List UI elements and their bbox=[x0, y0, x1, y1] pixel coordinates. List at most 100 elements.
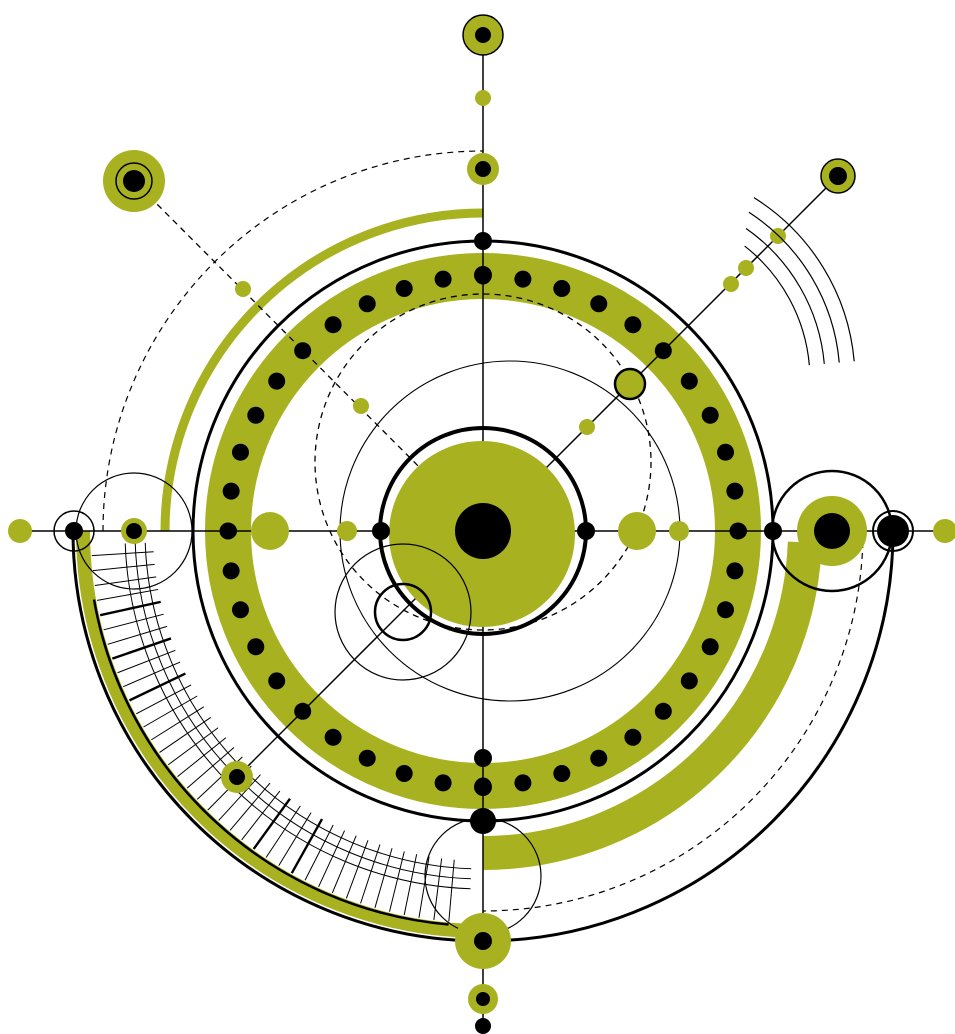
ring-dot bbox=[231, 601, 249, 619]
upper-right-ring bbox=[820, 158, 856, 194]
ring-dot bbox=[231, 443, 249, 461]
ring-dot bbox=[553, 279, 571, 297]
hatch-stroke bbox=[241, 790, 281, 841]
diagonal-bead-2 bbox=[738, 260, 754, 276]
ring-dot bbox=[701, 638, 719, 656]
hatch-stroke bbox=[99, 600, 161, 617]
top-black-dot bbox=[475, 27, 491, 43]
band-top-node bbox=[474, 266, 492, 284]
lower-left-green-band bbox=[76, 530, 484, 938]
hatch-stroke bbox=[218, 774, 261, 821]
medium-left-circle bbox=[334, 543, 472, 681]
hub-right-node bbox=[577, 522, 595, 540]
radiating-arc-1 bbox=[744, 245, 810, 366]
hatch-stroke bbox=[151, 706, 205, 741]
hatch-stroke bbox=[97, 588, 159, 601]
bottom-end-dot bbox=[475, 1018, 491, 1034]
ring-dot bbox=[247, 406, 265, 424]
radiating-arc-2 bbox=[745, 227, 825, 364]
right-end-ring bbox=[872, 510, 914, 552]
axis-right-green-dot bbox=[933, 519, 955, 543]
top-small-green-dot bbox=[475, 90, 491, 106]
small-left-circle bbox=[373, 582, 433, 642]
upper-right-node-ring bbox=[613, 367, 647, 401]
ring-dot bbox=[590, 295, 608, 313]
ring-dot bbox=[222, 562, 240, 580]
hatch-stroke bbox=[92, 563, 155, 572]
left-black-node bbox=[126, 523, 142, 539]
ring-dot bbox=[701, 406, 719, 424]
ring-dot bbox=[553, 765, 571, 783]
upper-black-dot bbox=[475, 161, 491, 177]
hatch-stroke bbox=[278, 812, 312, 866]
hatch-stroke bbox=[374, 848, 393, 908]
dashed-line-bead-2 bbox=[353, 398, 369, 414]
hatch-stroke bbox=[143, 695, 198, 728]
hatch-stroke bbox=[94, 576, 157, 587]
ring-dot bbox=[324, 728, 342, 746]
hatch-stroke bbox=[389, 851, 405, 912]
ring-dot bbox=[726, 562, 744, 580]
lower-left-inner-black-arc bbox=[92, 599, 449, 926]
ring-dot bbox=[717, 443, 735, 461]
hatch-stroke bbox=[290, 818, 324, 874]
ring-dot bbox=[680, 372, 698, 390]
ring-dot bbox=[514, 270, 532, 288]
hatch-stroke bbox=[229, 782, 271, 831]
hatch-stroke bbox=[128, 672, 186, 702]
ring-dot bbox=[358, 749, 376, 767]
ring-dot bbox=[434, 774, 452, 792]
hatch-stroke bbox=[318, 830, 346, 888]
hatch-stroke bbox=[433, 858, 443, 920]
ring-dot bbox=[247, 638, 265, 656]
lower-left-black-dot bbox=[229, 769, 245, 785]
center-black-dot bbox=[455, 503, 511, 559]
hatch-stroke bbox=[136, 684, 192, 715]
right-black-dot bbox=[814, 513, 850, 549]
right-end-dot bbox=[877, 515, 909, 547]
upper-left-ring bbox=[115, 162, 153, 200]
hatch-stroke bbox=[360, 844, 381, 904]
hatch-stroke bbox=[331, 835, 357, 894]
hatch-stroke bbox=[448, 859, 455, 922]
hatch-stroke bbox=[345, 840, 369, 899]
hub-left-node bbox=[372, 522, 390, 540]
ring-dot bbox=[358, 295, 376, 313]
top-outer-ring bbox=[462, 14, 504, 56]
ring-dot bbox=[222, 482, 240, 500]
upper-left-black-dot bbox=[123, 170, 145, 192]
hatch-stroke bbox=[91, 551, 154, 557]
ring-right-node bbox=[731, 523, 747, 539]
ring-dot bbox=[324, 316, 342, 334]
dashed-line-bead-1 bbox=[235, 281, 251, 297]
hatch-stroke bbox=[304, 824, 334, 881]
hatch-stroke bbox=[418, 856, 430, 918]
hatch-stroke bbox=[111, 637, 172, 660]
ring-dot bbox=[654, 702, 672, 720]
back-layer bbox=[71, 150, 895, 943]
axis-left-green-dot bbox=[8, 519, 32, 543]
lower-node-1 bbox=[474, 749, 492, 767]
lower-left-hatch-band bbox=[91, 551, 455, 922]
left-small-bead bbox=[337, 521, 357, 541]
hatch-stroke bbox=[123, 661, 181, 688]
ring-dot bbox=[395, 765, 413, 783]
diagonal-bead-3 bbox=[723, 276, 739, 292]
hatch-stroke bbox=[403, 854, 418, 916]
lower-node-2 bbox=[474, 778, 492, 796]
radiating-arc-3 bbox=[748, 211, 840, 363]
hatch-stroke bbox=[265, 805, 301, 858]
ring-dot bbox=[726, 482, 744, 500]
ring-dot bbox=[395, 279, 413, 297]
hatch-stroke bbox=[252, 797, 291, 850]
hatch-stroke bbox=[167, 727, 219, 766]
ring-left-node bbox=[221, 523, 237, 539]
bottom-black-dot bbox=[474, 932, 492, 950]
hatch-stroke bbox=[117, 649, 176, 674]
ring-dot bbox=[624, 728, 642, 746]
radiating-arc-4 bbox=[753, 197, 855, 362]
right-small-bead bbox=[669, 521, 689, 541]
hatch-stroke bbox=[177, 737, 227, 778]
ring-dot bbox=[268, 372, 286, 390]
